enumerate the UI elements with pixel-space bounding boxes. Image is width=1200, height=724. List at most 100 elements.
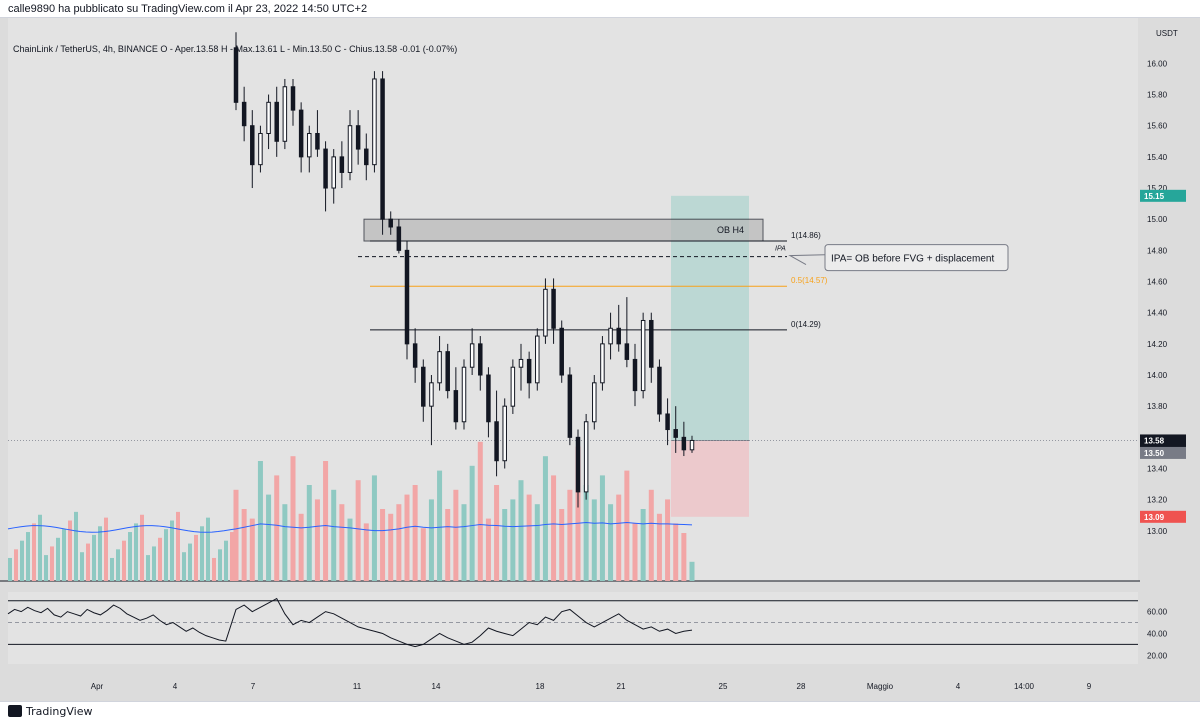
volume-bar bbox=[380, 509, 386, 581]
candle-body[interactable] bbox=[298, 109, 304, 158]
ob-box[interactable] bbox=[363, 218, 764, 242]
candlestick-chart[interactable]: USDT 16.00 15.80 15.60 15.40 15.20 15.00 14.80 1… bbox=[0, 18, 1200, 701]
volume-bar-history bbox=[122, 540, 126, 581]
candle-body[interactable] bbox=[502, 405, 507, 462]
candle-body[interactable] bbox=[461, 366, 467, 423]
candle-body[interactable] bbox=[486, 374, 491, 423]
volume-bar-history bbox=[140, 514, 144, 581]
volume-ma-line bbox=[7, 522, 693, 533]
candle-body[interactable] bbox=[274, 101, 279, 142]
volume-bar-history bbox=[44, 555, 48, 581]
candle-body[interactable] bbox=[535, 335, 540, 384]
y-tick-label: 14.40 bbox=[1147, 309, 1168, 318]
candle-body[interactable] bbox=[616, 327, 621, 345]
candle-body[interactable] bbox=[241, 101, 247, 127]
callout-box[interactable] bbox=[824, 244, 1009, 272]
candle-body[interactable] bbox=[689, 439, 695, 451]
fib-level-label: 1(14.86) bbox=[791, 231, 821, 240]
candle-body[interactable] bbox=[665, 413, 670, 431]
candle-body[interactable] bbox=[478, 343, 483, 376]
volume-bar-history bbox=[176, 511, 180, 581]
candle-body[interactable] bbox=[233, 47, 239, 103]
volume-bar bbox=[583, 485, 589, 581]
candle-body[interactable] bbox=[323, 148, 328, 189]
volume-bar bbox=[339, 504, 345, 581]
candle-body[interactable] bbox=[364, 148, 369, 166]
y-tick-label: 14.60 bbox=[1147, 278, 1168, 287]
candle-body[interactable] bbox=[518, 358, 524, 368]
candle-body[interactable] bbox=[404, 249, 410, 345]
volume-bar-history bbox=[56, 537, 60, 581]
volume-bar bbox=[233, 489, 239, 581]
tradingview-logo[interactable]: TradingView bbox=[8, 705, 92, 718]
volume-bar bbox=[453, 489, 459, 581]
volume-bar bbox=[591, 499, 597, 581]
candle-body[interactable] bbox=[640, 319, 646, 392]
candle-body[interactable] bbox=[624, 343, 630, 360]
candle-body[interactable] bbox=[347, 125, 353, 173]
volume-bar bbox=[469, 465, 475, 581]
volume-bar-history bbox=[194, 534, 198, 581]
volume-bar bbox=[559, 509, 565, 581]
chart-area[interactable]: USDT 16.00 15.80 15.60 15.40 15.20 15.00 14.80 1… bbox=[0, 18, 1200, 701]
x-tick-label: 18 bbox=[536, 682, 545, 691]
y-tick-label: 14.20 bbox=[1147, 340, 1168, 349]
candle-body[interactable] bbox=[453, 390, 459, 423]
candle-body[interactable] bbox=[282, 86, 288, 142]
candle-body[interactable] bbox=[380, 78, 385, 220]
fib-level-label: 0(14.29) bbox=[791, 320, 821, 329]
candle-body[interactable] bbox=[592, 382, 597, 423]
position-stop-zone[interactable] bbox=[671, 440, 749, 517]
candle-body[interactable] bbox=[412, 343, 418, 368]
y-tick-label: 14.00 bbox=[1147, 371, 1168, 380]
candle-body[interactable] bbox=[307, 132, 312, 158]
candle-body[interactable] bbox=[388, 218, 393, 228]
candle-body[interactable] bbox=[445, 351, 450, 392]
x-tick-label: 28 bbox=[797, 682, 806, 691]
candle-body[interactable] bbox=[526, 358, 532, 384]
candle-body[interactable] bbox=[551, 288, 556, 329]
volume-bar bbox=[534, 504, 540, 581]
candle-body[interactable] bbox=[339, 156, 345, 173]
symbol-legend: ChainLink / TetherUS, 4h, BINANCE O - Ap… bbox=[13, 44, 457, 54]
candle-body[interactable] bbox=[421, 366, 426, 407]
candle-body[interactable] bbox=[657, 366, 662, 415]
candle-body[interactable] bbox=[266, 101, 271, 134]
ob-box-label: OB H4 bbox=[717, 225, 744, 235]
volume-bar bbox=[445, 509, 451, 581]
candle-body[interactable] bbox=[632, 358, 638, 392]
candle-body[interactable] bbox=[649, 319, 654, 368]
candle-body[interactable] bbox=[290, 86, 296, 111]
candle-body[interactable] bbox=[600, 343, 605, 384]
volume-bar-history bbox=[110, 557, 114, 581]
candle-body[interactable] bbox=[396, 226, 402, 251]
candle-body[interactable] bbox=[559, 327, 564, 376]
candle-body[interactable] bbox=[469, 343, 475, 368]
volume-bar bbox=[420, 528, 426, 581]
volume-bar bbox=[274, 475, 280, 581]
candle-body[interactable] bbox=[567, 374, 573, 438]
volume-bar-history bbox=[134, 523, 138, 581]
candle-body[interactable] bbox=[583, 421, 589, 493]
candle-body[interactable] bbox=[315, 132, 320, 150]
candle-body[interactable] bbox=[510, 366, 516, 407]
candle-body[interactable] bbox=[437, 351, 442, 384]
candle-body[interactable] bbox=[543, 288, 548, 337]
candle-body[interactable] bbox=[331, 156, 336, 189]
candle-body[interactable] bbox=[258, 132, 263, 166]
candle-body[interactable] bbox=[355, 125, 361, 150]
candle-body[interactable] bbox=[681, 436, 687, 451]
candle-body[interactable] bbox=[429, 382, 434, 407]
volume-bar bbox=[477, 441, 483, 581]
candle-body[interactable] bbox=[608, 327, 613, 345]
candle-body[interactable] bbox=[494, 421, 499, 462]
volume-bar-history bbox=[146, 555, 150, 581]
volume-bar bbox=[257, 461, 263, 581]
candle-body[interactable] bbox=[575, 436, 581, 493]
candle-body[interactable] bbox=[250, 125, 255, 166]
candle-body[interactable] bbox=[372, 78, 377, 166]
price-badge bbox=[1140, 446, 1186, 459]
y-tick-label: 14.80 bbox=[1147, 246, 1168, 255]
volume-bar-history bbox=[188, 543, 192, 581]
candle-body[interactable] bbox=[673, 429, 678, 438]
